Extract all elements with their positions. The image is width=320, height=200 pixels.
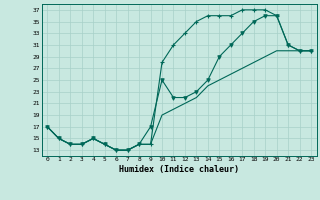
X-axis label: Humidex (Indice chaleur): Humidex (Indice chaleur) <box>119 165 239 174</box>
